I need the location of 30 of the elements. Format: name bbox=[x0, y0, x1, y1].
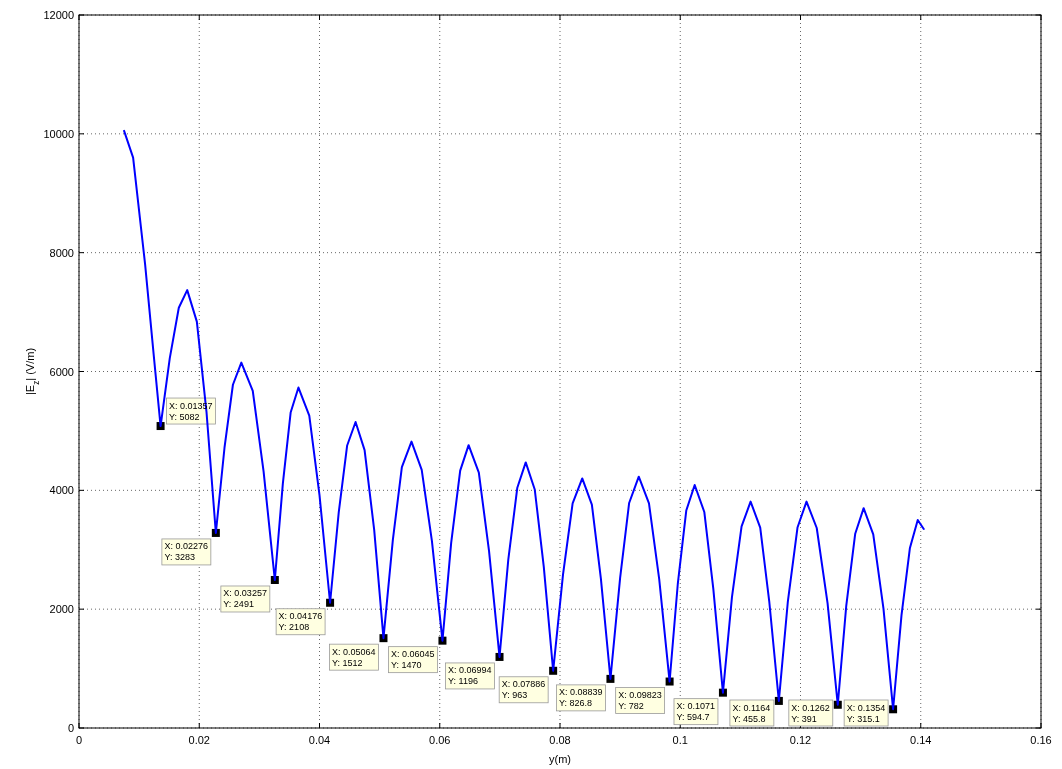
annotation: X: 0.06045 Y: 1470 bbox=[391, 649, 435, 671]
x-tick-label: 0.08 bbox=[549, 734, 571, 746]
x-axis-title: y(m) bbox=[549, 753, 571, 765]
x-tick-label: 0.04 bbox=[308, 734, 331, 746]
annotation: X: 0.05064 Y: 1512 bbox=[332, 646, 376, 668]
y-tick-label: 2000 bbox=[49, 603, 74, 616]
annotation: X: 0.09823 Y: 782 bbox=[618, 690, 662, 712]
y-tick-label: 10000 bbox=[43, 127, 74, 140]
annotation: X: 0.02276 Y: 3283 bbox=[164, 541, 208, 563]
x-tick-label: 0 bbox=[75, 734, 83, 746]
annotation: X: 0.08839 Y: 826.8 bbox=[558, 687, 603, 709]
x-tick-label: 0.16 bbox=[1030, 734, 1052, 746]
x-tick-label: 0.1 bbox=[672, 734, 688, 746]
annotation: X: 0.1164 Y: 455.8 bbox=[732, 702, 771, 724]
x-tick-label: 0.12 bbox=[789, 734, 812, 746]
annotation: X: 0.07886 Y: 963 bbox=[501, 679, 546, 701]
x-tick-label: 0.06 bbox=[429, 734, 451, 746]
annotation: X: 0.04176 Y: 2108 bbox=[278, 611, 323, 633]
annotation: X: 0.1262 Y: 391 bbox=[791, 702, 830, 724]
y-tick-label: 8000 bbox=[49, 246, 74, 259]
annotation: X: 0.1071 Y: 594.7 bbox=[676, 701, 716, 723]
annotation: X: 0.03257 Y: 2491 bbox=[223, 588, 267, 610]
x-tick-label: 0.02 bbox=[188, 734, 210, 746]
y-tick-label: 4000 bbox=[49, 484, 74, 497]
y-tick-label: 0 bbox=[67, 722, 74, 734]
x-tick-label: 0.14 bbox=[910, 734, 932, 746]
y-tick-label: 6000 bbox=[49, 365, 74, 378]
annotation: X: 0.06994 Y: 1196 bbox=[448, 665, 492, 687]
y-tick-label: 12000 bbox=[43, 9, 74, 21]
annotation: X: 0.1354 Y: 315.1 bbox=[846, 702, 886, 724]
